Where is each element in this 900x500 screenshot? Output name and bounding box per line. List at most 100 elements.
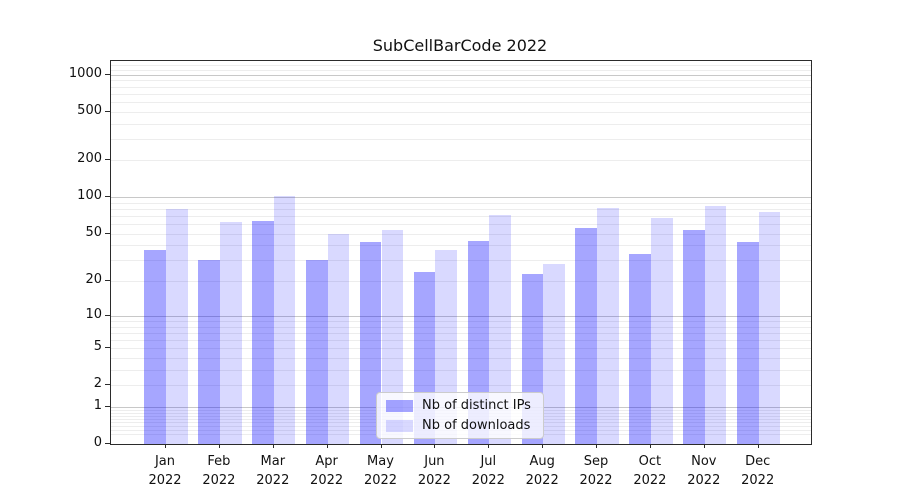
y-tick-label-20: 20 (85, 272, 102, 288)
bar-nb-of-distinct-ips-feb (198, 260, 220, 444)
bar-nb-of-downloads-dec (758, 211, 781, 444)
gridline-minor-400 (111, 123, 811, 125)
bar-nb-of-downloads-apr (327, 233, 350, 444)
bar-nb-of-downloads-mar (273, 195, 296, 444)
gridline-minor-3 (111, 369, 811, 371)
x-tick-label-aug: Aug 2022 (525, 454, 559, 488)
legend-swatch-nb-of-distinct-ips (386, 399, 413, 412)
bar-nb-of-distinct-ips-sep (575, 227, 597, 444)
x-tick-label-sep: Sep 2022 (579, 454, 613, 488)
x-tick-label-may: May 2022 (363, 454, 398, 488)
y-tick-label-5: 5 (93, 339, 102, 355)
gridline-minor-7 (111, 332, 811, 334)
legend-row-nb-of-distinct-ips: Nb of distinct IPs (386, 398, 534, 413)
y-tick-mark-0 (105, 443, 110, 444)
gridline-minor-1200 (111, 64, 811, 66)
chart-title: SubCellBarCode 2022 (372, 36, 548, 55)
gridline-minor-80 (111, 209, 811, 210)
y-tick-mark-200 (105, 159, 110, 161)
gridline-minor-2 (111, 385, 811, 387)
y-tick-label-100: 100 (77, 188, 102, 204)
gridline-minor-70 (111, 216, 811, 218)
gridline-minor-300 (111, 138, 811, 140)
y-tick-label-0: 0 (93, 435, 102, 450)
gridline-minor-500 (111, 111, 811, 113)
bar-nb-of-distinct-ips-oct (629, 253, 651, 444)
y-tick-mark-100 (105, 196, 110, 198)
gridline-minor-200 (111, 160, 811, 162)
y-tick-mark-10 (105, 314, 110, 316)
bar-nb-of-distinct-ips-mar (252, 220, 274, 444)
gridline-minor-60 (111, 224, 811, 226)
x-tick-mark-jul (488, 444, 490, 448)
bar-nb-of-downloads-sep (597, 207, 619, 444)
x-tick-mark-jun (434, 444, 436, 448)
bar-nb-of-downloads-nov (704, 205, 727, 444)
x-tick-label-oct: Oct 2022 (633, 454, 667, 488)
gridline-minor-30 (111, 260, 811, 262)
gridline-minor-9 (111, 320, 811, 322)
legend-swatch-nb-of-downloads (386, 419, 413, 432)
gridline-minor-600 (111, 101, 811, 103)
x-tick-label-jun: Jun 2022 (417, 454, 451, 488)
bar-nb-of-distinct-ips-jan (144, 249, 166, 444)
bar-nb-of-distinct-ips-dec (737, 241, 759, 444)
legend-label-nb-of-distinct-ips: Nb of distinct IPs (422, 398, 531, 413)
x-tick-mark-dec (757, 444, 759, 448)
bar-nb-of-downloads-aug (543, 264, 565, 444)
gridline-major-100 (111, 197, 811, 199)
legend: Nb of distinct IPs Nb of downloads (376, 392, 544, 439)
y-tick-label-50: 50 (85, 224, 102, 240)
bar-nb-of-downloads-feb (219, 221, 242, 444)
gridline-major-1000 (111, 74, 811, 76)
y-tick-mark-2 (105, 384, 110, 386)
x-tick-label-nov: Nov 2022 (687, 454, 721, 488)
x-tick-mark-mar (272, 444, 274, 448)
bar-nb-of-downloads-oct (650, 217, 673, 444)
x-tick-mark-aug (542, 444, 544, 448)
gridline-minor-4 (111, 357, 811, 359)
y-tick-label-500: 500 (77, 102, 102, 118)
y-tick-mark-1000 (105, 73, 110, 75)
legend-row-nb-of-downloads: Nb of downloads (386, 418, 534, 433)
gridline-minor-700 (111, 93, 811, 95)
gridline-minor-8 (111, 326, 811, 328)
gridline-minor-1100 (111, 69, 811, 71)
x-tick-mark-nov (703, 444, 705, 448)
gridline-minor-900 (111, 80, 811, 82)
gridline-major-10 (111, 315, 811, 317)
y-tick-label-200: 200 (77, 151, 102, 167)
x-tick-label-feb: Feb 2022 (202, 454, 236, 488)
y-tick-label-1000: 1000 (68, 65, 102, 81)
plot-area (110, 60, 812, 445)
x-tick-label-mar: Mar 2022 (256, 454, 290, 488)
bar-nb-of-distinct-ips-apr (305, 260, 328, 444)
x-tick-label-dec: Dec 2022 (741, 454, 775, 488)
legend-label-nb-of-downloads: Nb of downloads (422, 418, 531, 433)
gridline-minor-800 (111, 86, 811, 88)
x-tick-mark-feb (218, 444, 220, 448)
gridline-minor-5 (111, 348, 811, 350)
gridline-minor-40 (111, 245, 811, 247)
x-tick-label-jul: Jul 2022 (471, 454, 505, 488)
y-tick-mark-50 (105, 232, 110, 234)
y-tick-mark-5 (105, 347, 110, 349)
bar-nb-of-downloads-may (381, 229, 404, 444)
x-tick-mark-may (380, 444, 382, 448)
x-tick-mark-sep (596, 444, 597, 448)
bar-nb-of-distinct-ips-nov (683, 229, 705, 444)
x-tick-label-jan: Jan 2022 (148, 454, 182, 488)
x-tick-mark-oct (649, 444, 651, 448)
y-tick-label-2: 2 (93, 376, 102, 392)
bar-nb-of-downloads-jul (489, 215, 511, 444)
y-tick-mark-1 (105, 405, 110, 407)
gridline-minor-50 (111, 233, 811, 235)
y-tick-mark-500 (105, 110, 110, 112)
y-tick-mark-20 (105, 280, 110, 282)
y-tick-label-10: 10 (85, 306, 102, 322)
gridline-minor-6 (111, 340, 811, 341)
x-tick-label-apr: Apr 2022 (310, 454, 344, 488)
x-tick-mark-jan (165, 444, 166, 448)
gridline-minor-20 (111, 281, 811, 283)
